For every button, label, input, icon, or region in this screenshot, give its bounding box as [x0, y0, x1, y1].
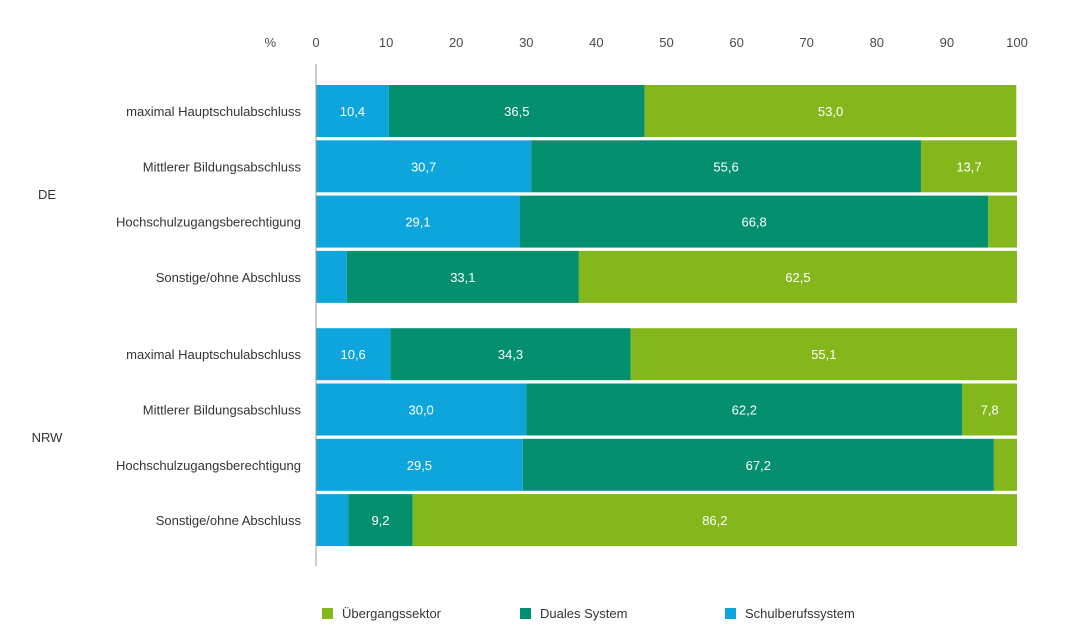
x-tick-label: 20 [449, 35, 463, 50]
bar-segment [316, 140, 532, 193]
bar-segment [993, 438, 1017, 491]
bar-segment [316, 383, 527, 436]
bars: 10,4 36,5 53,0 30,7 55,6 13,7 29,1 66,8 33,1 62,5… [316, 85, 1017, 547]
bar-segment [388, 85, 645, 137]
data-label: 67,2 [746, 458, 771, 473]
legend-label: Übergangssektor [342, 606, 442, 621]
data-label: 10,4 [340, 104, 365, 119]
data-label: 53,0 [818, 104, 843, 119]
x-tick-label: 70 [799, 35, 813, 50]
data-label: 30,7 [411, 159, 436, 174]
bar-segment [644, 85, 1017, 137]
bar-segment [316, 250, 347, 303]
x-tick-label: 10 [379, 35, 393, 50]
x-tick-label: 60 [729, 35, 743, 50]
data-label: 33,1 [450, 270, 475, 285]
group-label: DE [38, 187, 56, 202]
bar-segment [346, 250, 579, 303]
x-tick-label: 100 [1006, 35, 1028, 50]
category-label: Mittlerer Bildungsabschluss [143, 159, 302, 174]
x-tick-label: 0 [312, 35, 319, 50]
x-tick-label: 90 [940, 35, 954, 50]
data-label: 13,7 [956, 159, 981, 174]
bar-segment [578, 250, 1017, 303]
bar-segment [988, 195, 1017, 248]
legend-swatch [322, 608, 333, 619]
bar-segment [531, 140, 921, 193]
data-label: 34,3 [498, 347, 523, 362]
category-label: Hochschulzugangsberechtigung [116, 458, 301, 473]
bar-segment [316, 195, 520, 248]
bar-segment [316, 85, 389, 137]
category-label: maximal Hauptschulabschluss [126, 104, 301, 119]
legend-swatch [520, 608, 531, 619]
legend: Übergangssektor Duales System Schulberufss… [322, 606, 855, 621]
bar-segment [962, 383, 1017, 436]
bar-segment [316, 494, 349, 547]
bar-segment [522, 438, 994, 491]
category-label: Sonstige/ohne Abschluss [156, 513, 302, 528]
bar-segment [526, 383, 963, 436]
data-label: 55,1 [811, 347, 836, 362]
category-label: Sonstige/ohne Abschluss [156, 270, 302, 285]
bar-segment [390, 328, 631, 381]
category-labels: maximal Hauptschulabschluss Mittlerer Bil… [116, 104, 302, 528]
legend-label: Duales System [540, 606, 627, 621]
data-label: 30,0 [408, 403, 433, 418]
category-label: Mittlerer Bildungsabschluss [143, 403, 302, 418]
bar-segment [316, 328, 391, 381]
data-label: 10,6 [340, 347, 365, 362]
group-labels: DE NRW [32, 187, 64, 445]
bar-segment [316, 438, 523, 491]
group-label: NRW [32, 430, 64, 445]
data-label: 86,2 [702, 513, 727, 528]
x-tick-label: 40 [589, 35, 603, 50]
data-label: 66,8 [741, 215, 766, 230]
bar-segment [348, 494, 413, 547]
bar-segment [920, 140, 1017, 193]
data-label: 62,5 [785, 270, 810, 285]
x-unit-label: % [264, 35, 276, 50]
bar-segment [519, 195, 989, 248]
bar-segment [412, 494, 1017, 547]
x-tick-label: 50 [659, 35, 673, 50]
data-label: 29,5 [407, 458, 432, 473]
category-label: Hochschulzugangsberechtigung [116, 215, 301, 230]
legend-swatch [725, 608, 736, 619]
x-axis-ticks: 0 10 20 30 40 50 60 70 80 90 100 [312, 35, 1027, 50]
data-label: 36,5 [504, 104, 529, 119]
category-label: maximal Hauptschulabschluss [126, 347, 301, 362]
legend-label: Schulberufssystem [745, 606, 855, 621]
x-tick-label: 30 [519, 35, 533, 50]
data-label: 9,2 [371, 513, 389, 528]
data-label: 7,8 [981, 403, 999, 418]
data-label: 62,2 [732, 403, 757, 418]
data-label: 55,6 [713, 159, 738, 174]
data-label: 29,1 [405, 215, 430, 230]
x-tick-label: 80 [870, 35, 884, 50]
bar-segment [630, 328, 1017, 381]
